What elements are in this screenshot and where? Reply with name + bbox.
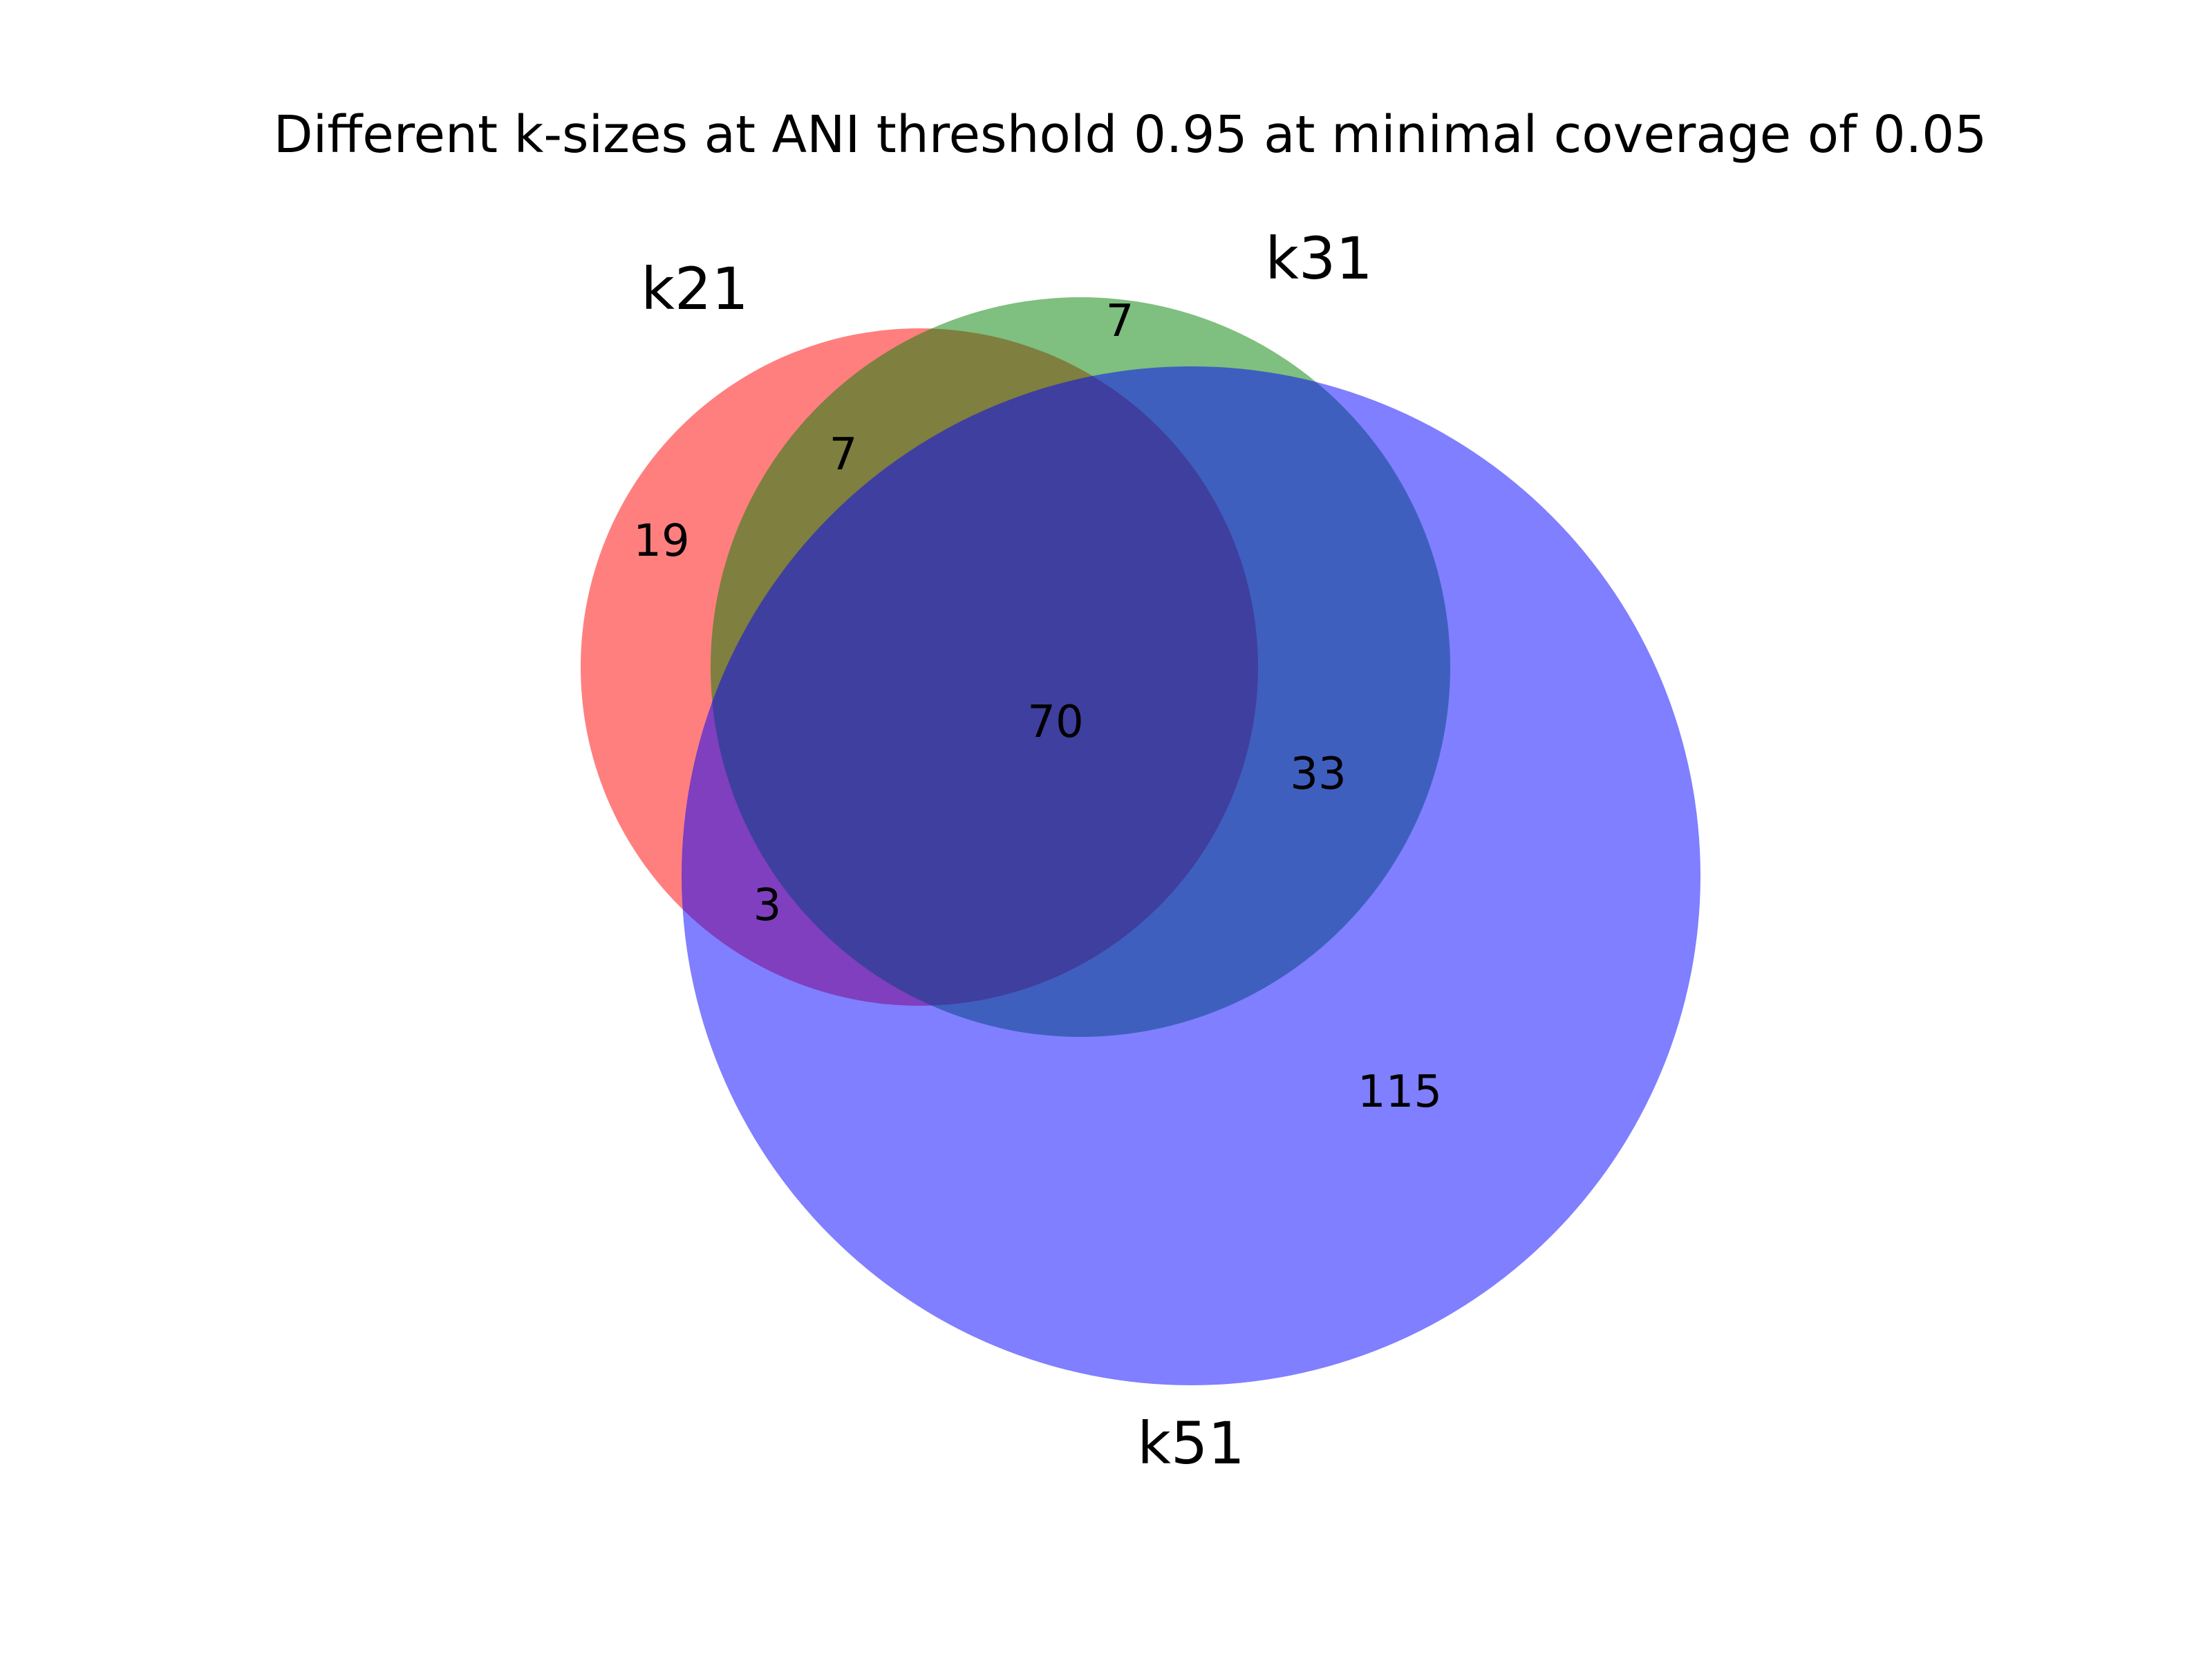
set-label-k51: k51 [1137,1409,1245,1477]
chart-title: Different k-sizes at ANI threshold 0.95 … [274,105,1987,165]
set-label-k21: k21 [641,255,749,323]
set-label-k31: k31 [1265,225,1373,292]
region-label-k51-only: 115 [1358,1067,1442,1118]
region-label-k21-only: 19 [633,516,689,567]
venn-circles [581,297,1700,1385]
region-label-all: 70 [1027,697,1083,748]
region-label-k31-only: 7 [1106,296,1134,347]
region-label-k21-k51: 3 [753,880,782,931]
region-label-k31-k51: 33 [1290,749,1346,800]
region-label-k21-k31: 7 [830,429,858,480]
venn-circle-k51 [682,366,1700,1385]
